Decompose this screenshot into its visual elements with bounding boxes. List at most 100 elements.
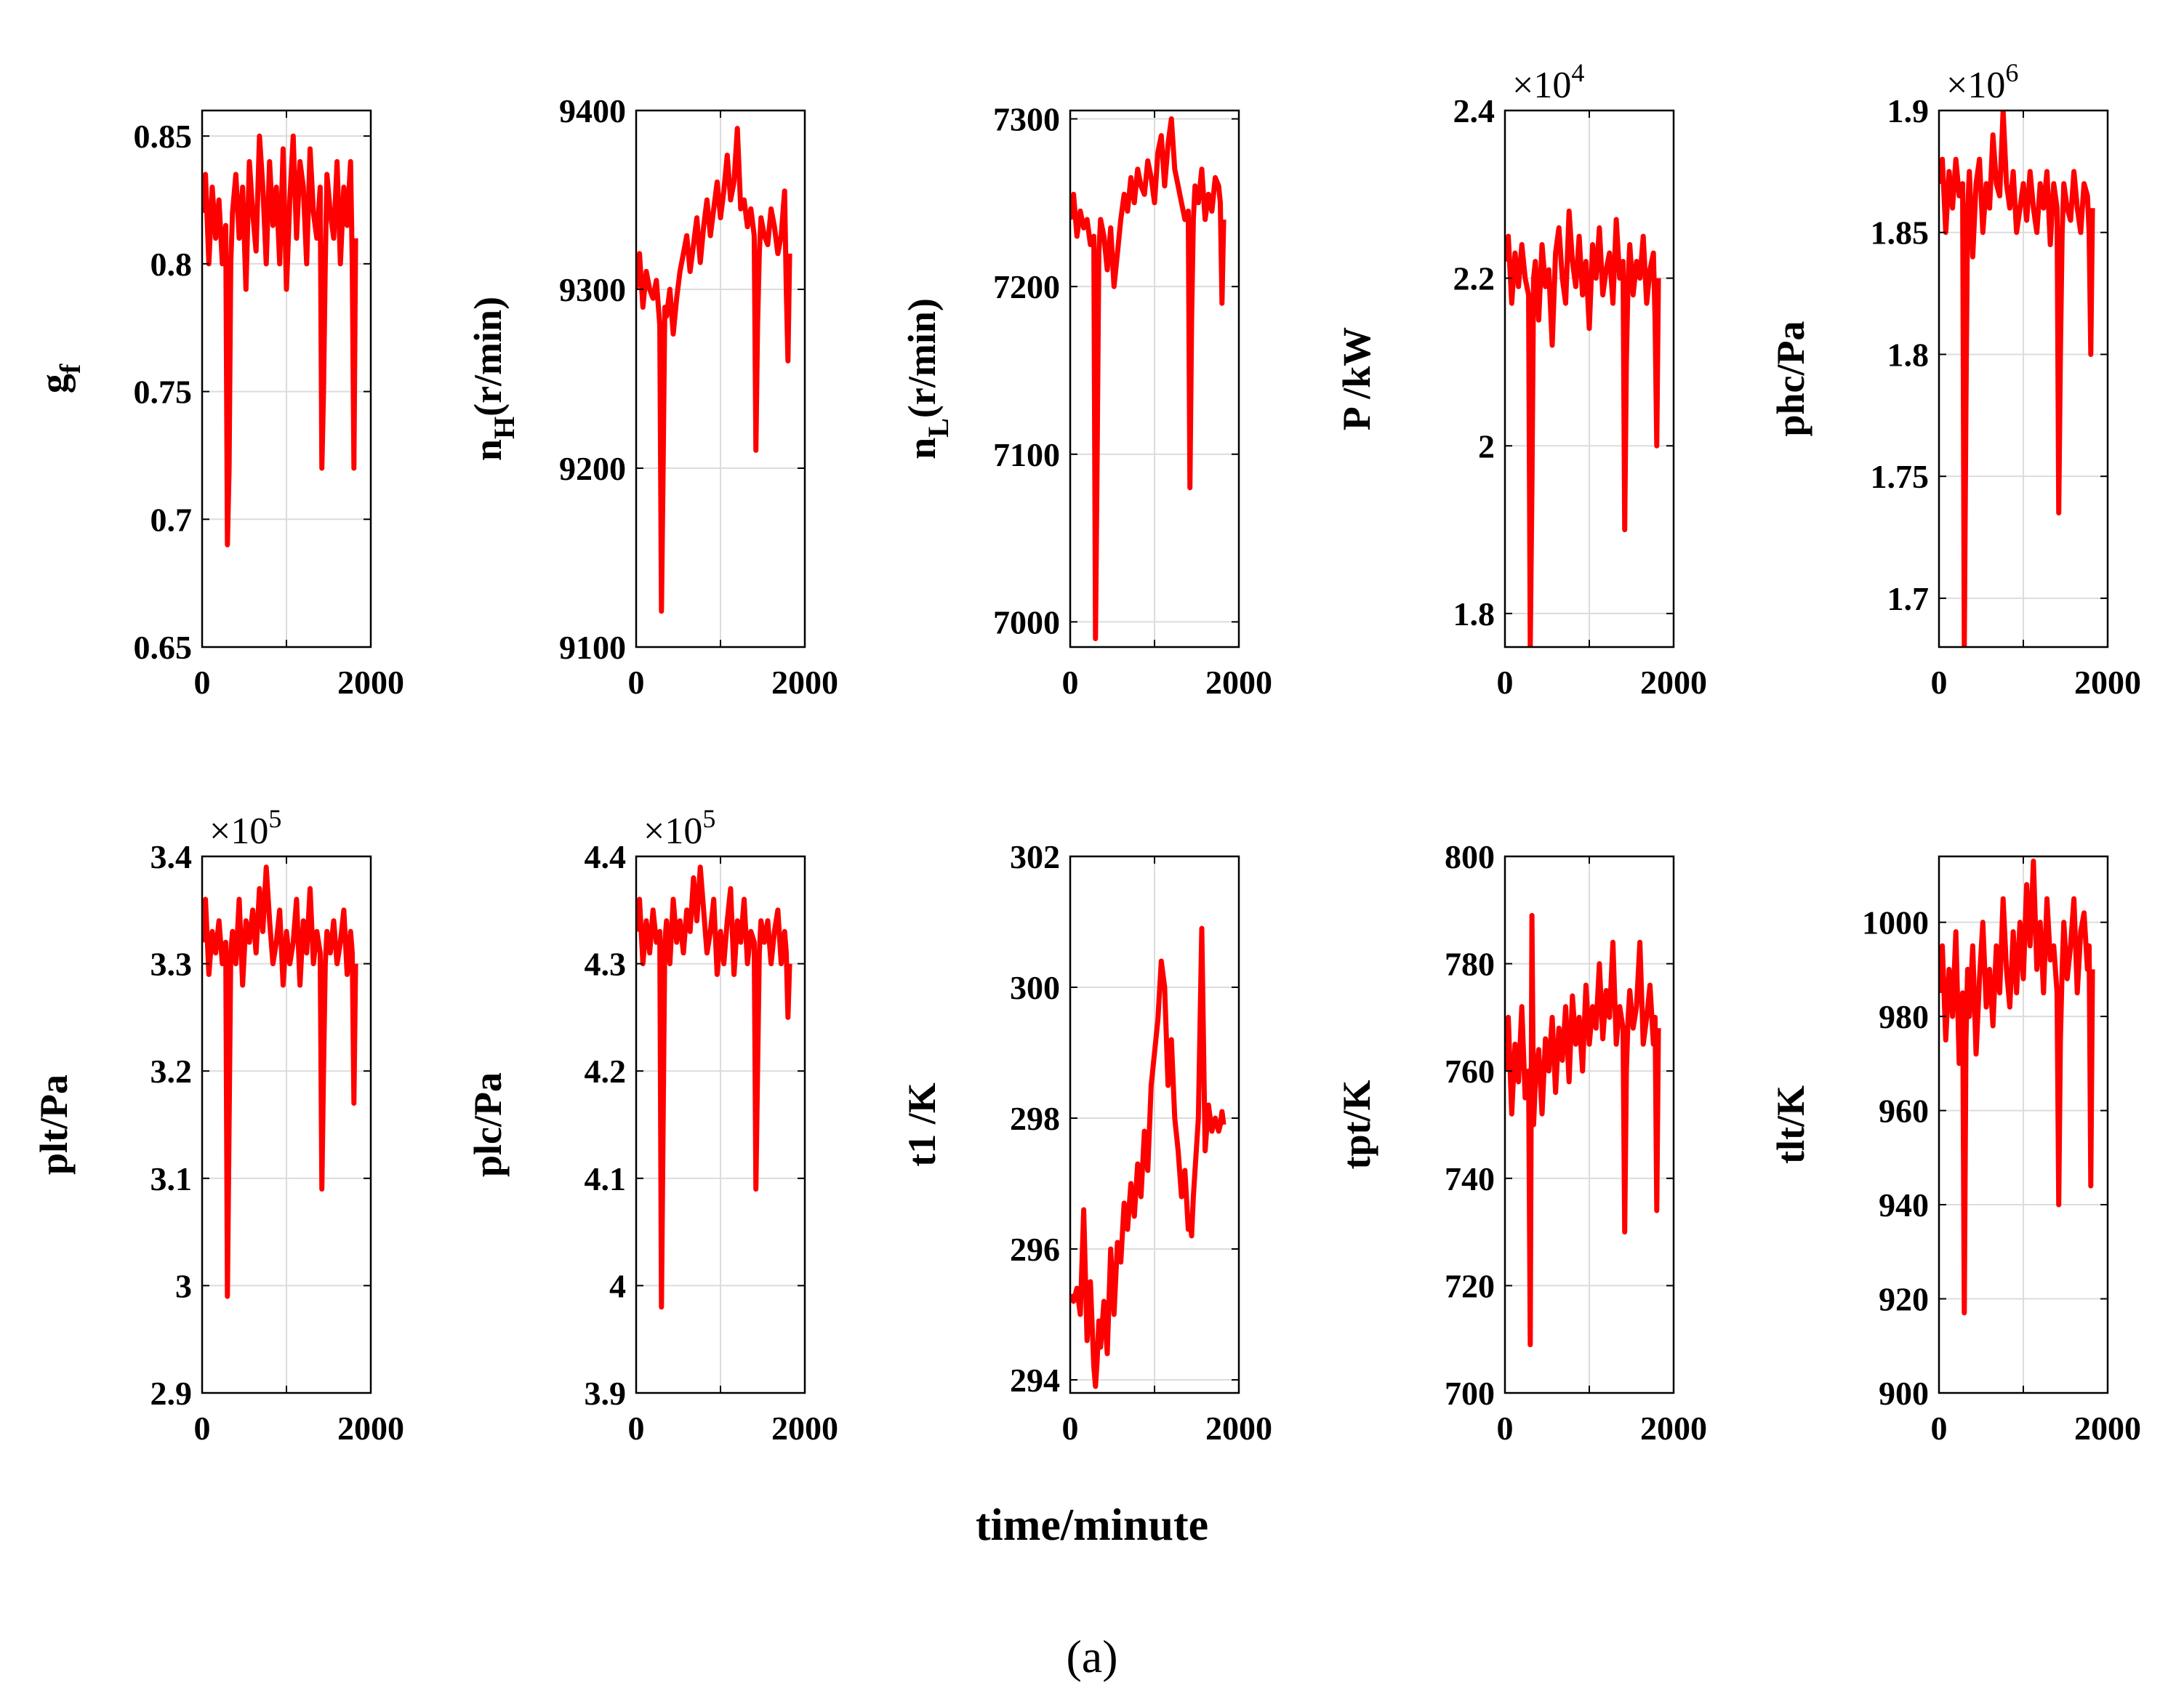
y-label-main: t1 /K: [900, 1083, 944, 1167]
x-tick-label: 2000: [1205, 1410, 1272, 1447]
y-tick-label: 298: [1010, 1100, 1060, 1137]
subplot-grid: 0.650.70.750.80.850 2000gf910092009300940…: [32, 58, 2141, 1447]
y-tick-label: 1.8: [1453, 595, 1496, 632]
y-tick-label: 9100: [559, 629, 626, 666]
y-axis-label: tlt/K: [1769, 1085, 1812, 1164]
y-tick-label: 2.9: [150, 1375, 193, 1412]
subplot-8: 294 296 298 300 302 0 2000 t1 /K: [900, 838, 1272, 1447]
x-tick-label: 0: [1062, 1410, 1079, 1447]
y-tick-label: 2.2: [1453, 260, 1496, 297]
y-axis-label: phc/Pa: [1769, 321, 1812, 436]
x-tick-label: 0: [1062, 664, 1079, 701]
y-label-main: phc/Pa: [1769, 321, 1812, 436]
multiplier-base: ×10: [643, 811, 702, 852]
y-tick-label: 700: [1445, 1375, 1495, 1412]
y-tick-label: 980: [1879, 998, 1929, 1035]
y-tick-label: 940: [1879, 1186, 1929, 1224]
x-tick-label: 2000: [771, 1410, 838, 1447]
subplot-7: 3.9 4 4.1 4.2 4.3 4.4 0 2000 ×105 plc/Pa: [466, 804, 838, 1447]
y-tick-label: 302: [1010, 838, 1060, 875]
data-line: [202, 864, 358, 1299]
y-tick-label: 760: [1445, 1053, 1495, 1090]
y-axis-label: tpt/K: [1335, 1080, 1378, 1169]
y-tick-label: 0.85: [134, 118, 193, 155]
y-axis-label: P /kW: [1335, 327, 1378, 431]
y-tick-label: 740: [1445, 1160, 1495, 1197]
y-axis-label: plc/Pa: [466, 1072, 510, 1177]
y-tick-label: 9400: [559, 92, 626, 129]
y-tick-label: 1.75: [1871, 458, 1930, 495]
subplot-3: 7000 7100 7200 7300 0 2000 nL(r/min): [900, 101, 1272, 701]
subplot-4: 1.8 2 2.2 2.4 0 2000 ×104 P /kW: [1335, 58, 1707, 701]
y-tick-label: 4.3: [585, 946, 627, 983]
y-tick-label: 1.7: [1887, 580, 1930, 617]
x-tick-label: 0: [1497, 1410, 1514, 1447]
y-tick-label: 0.7: [150, 501, 193, 538]
y-tick-label: 3.4: [150, 838, 193, 875]
y-label-tail: /kW: [1335, 327, 1378, 409]
subplot-1: 0.65 0.7 0.75 0.8 0.85 0 2000 gf: [32, 109, 404, 701]
subplot-5: 1.7 1.75 1.8 1.85 1.9 0 2000 ×106 phc/Pa: [1769, 58, 2141, 701]
y-axis-label: gf: [32, 364, 87, 393]
subplot-10: 900 920 940 960 980 1000 0 2000 tlt/K: [1769, 855, 2141, 1447]
multiplier-exponent: 6: [2005, 58, 2018, 87]
x-tick-label: 2000: [1640, 1410, 1707, 1447]
y-label-tail: (r/min): [466, 297, 510, 417]
y-label-main: P: [1335, 407, 1378, 430]
y-label-subscript: H: [488, 417, 521, 439]
y-tick-label: 4.2: [585, 1053, 627, 1090]
x-axis-label: time/minute: [976, 1501, 1208, 1550]
x-tick-label: 2000: [1205, 664, 1272, 701]
subplot-6: 2.9 3 3.1 3.2 3.3 3.4 0 2000 ×105 plt/Pa: [32, 804, 404, 1447]
y-tick-label: 1.9: [1887, 92, 1930, 129]
y-tick-label: 960: [1879, 1093, 1929, 1130]
y-tick-label: 1.8: [1887, 336, 1930, 373]
subplot-9: 700 720 740 760 780 800 0 2000 tpt/K: [1335, 838, 1707, 1447]
y-tick-label: 3: [175, 1267, 192, 1304]
multiplier-base: ×10: [1946, 65, 2005, 106]
y-tick-label: 7300: [993, 101, 1060, 138]
multiplier-exponent: 4: [1571, 58, 1584, 87]
x-tick-label: 2000: [337, 1410, 404, 1447]
multiplier-exponent: 5: [702, 804, 715, 833]
multiplier-base: ×10: [1512, 65, 1571, 106]
y-label-main: tpt/K: [1335, 1080, 1378, 1169]
y-tick-label: 3.2: [150, 1053, 193, 1090]
y-label-main: g: [32, 374, 76, 393]
x-tick-label: 0: [194, 1410, 211, 1447]
y-tick-label: 7000: [993, 603, 1060, 640]
data-line: [636, 864, 792, 1310]
y-tick-label: 294: [1010, 1362, 1060, 1399]
x-tick-label: 0: [1497, 664, 1514, 701]
x-tick-label: 2000: [1640, 664, 1707, 701]
y-tick-label: 800: [1445, 838, 1495, 875]
y-tick-label: 2.4: [1453, 92, 1496, 129]
y-tick-label: 0.65: [134, 629, 193, 666]
data-line: [1505, 912, 1661, 1348]
y-tick-label: 296: [1010, 1231, 1060, 1268]
x-tick-label: 2000: [2074, 1410, 2141, 1447]
y-tick-label: 3.9: [585, 1375, 627, 1412]
axis-multiplier: ×105: [643, 804, 715, 852]
multiplier-exponent: 5: [268, 804, 281, 833]
y-tick-label: 720: [1445, 1267, 1495, 1304]
y-label-main: n: [900, 438, 944, 459]
y-axis-label: plt/Pa: [32, 1075, 76, 1175]
y-tick-label: 9200: [559, 450, 626, 487]
y-tick-label: 3.1: [150, 1160, 193, 1197]
multiplier-base: ×10: [209, 811, 268, 852]
y-label-main: plc/Pa: [466, 1072, 510, 1177]
x-tick-label: 0: [628, 1410, 645, 1447]
y-tick-label: 4.4: [585, 838, 627, 875]
x-tick-label: 2000: [337, 664, 404, 701]
y-tick-label: 920: [1879, 1281, 1929, 1318]
y-label-subscript: f: [54, 364, 87, 374]
y-tick-label: 7100: [993, 436, 1060, 473]
y-tick-label: 4: [609, 1267, 626, 1304]
subplot-2: 9100 9200 9300 9400 0 2000 nH(r/min): [466, 92, 838, 701]
y-label-tail: (r/min): [900, 298, 944, 418]
y-tick-label: 1.85: [1871, 214, 1930, 252]
y-tick-label: 0.8: [150, 246, 193, 283]
figure-caption: (a): [1066, 1631, 1117, 1682]
